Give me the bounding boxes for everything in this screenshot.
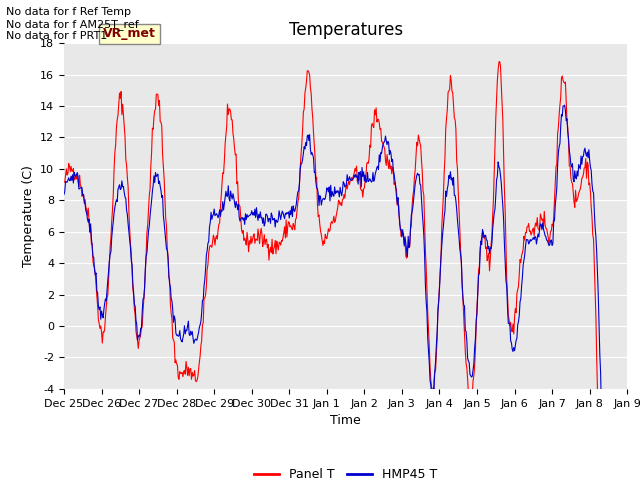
Text: VR_met: VR_met xyxy=(103,27,156,40)
Title: Temperatures: Temperatures xyxy=(289,21,403,39)
Legend: Panel T, HMP45 T: Panel T, HMP45 T xyxy=(249,463,442,480)
Y-axis label: Temperature (C): Temperature (C) xyxy=(22,165,35,267)
Text: No data for f PRT1: No data for f PRT1 xyxy=(6,31,108,41)
Text: No data for f AM25T_ref: No data for f AM25T_ref xyxy=(6,19,139,30)
Text: No data for f Ref Temp: No data for f Ref Temp xyxy=(6,7,131,17)
X-axis label: Time: Time xyxy=(330,414,361,427)
